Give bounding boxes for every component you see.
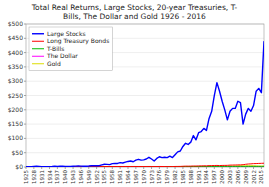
x-tick-label: 1928	[31, 170, 37, 184]
y-tick-label: $50	[12, 149, 24, 156]
x-tick-label: 1985	[180, 170, 186, 184]
x-tick-label: 1970	[141, 170, 147, 184]
legend-swatch	[32, 56, 44, 57]
y-tick-label: $0	[15, 163, 23, 170]
y-tick-label: $300	[8, 77, 23, 84]
grid-line	[26, 138, 264, 139]
x-tick-label: 1931	[39, 170, 45, 184]
x-tick-label: 1949	[86, 170, 92, 184]
y-tick-label: $150	[8, 120, 23, 127]
legend-swatch	[32, 41, 44, 42]
x-tick-label: 1973	[149, 170, 155, 184]
x-tick-label: 1988	[188, 170, 194, 184]
y-tick-label: $100	[8, 134, 23, 141]
x-tick-label: 1961	[117, 170, 123, 184]
y-tick-label: $450	[8, 34, 23, 41]
x-tick-label: 1955	[101, 170, 107, 184]
x-tick-label: 1982	[172, 170, 178, 184]
x-tick-label: 1925	[23, 170, 29, 184]
grid-line	[26, 95, 264, 96]
x-tick-label: 1979	[164, 170, 170, 184]
x-tick-label: 1958	[109, 170, 115, 184]
x-tick-label: 1943	[70, 170, 76, 184]
legend-swatch	[32, 48, 44, 49]
title: Total Real Returns, Large Stocks, 20-yea…	[31, 3, 238, 12]
x-tick-label: 1976	[156, 170, 162, 184]
plot-frame	[26, 24, 264, 167]
grid-line	[26, 124, 264, 125]
x-tick-label: 2015	[258, 170, 264, 184]
legend-swatch	[32, 33, 44, 34]
legend-swatch	[32, 63, 44, 64]
x-tick-label: 1967	[133, 170, 139, 184]
y-tick-label: $350	[8, 63, 23, 70]
x-tick-label: 2006	[235, 170, 241, 184]
x-tick-label: 1952	[94, 170, 100, 184]
x-tick-label: 2012	[251, 170, 257, 184]
grid	[26, 24, 264, 167]
x-tick-label: 1937	[54, 170, 60, 184]
legend-label: T-Bills	[46, 45, 64, 52]
legend-label: Gold	[47, 60, 61, 67]
y-tick-label: $400	[8, 49, 23, 56]
legend-label: The Dollar	[46, 52, 78, 59]
x-tick-label: 2003	[227, 170, 233, 184]
y-tick-label: $500	[8, 20, 23, 27]
x-tick-label: 1946	[78, 170, 84, 184]
x-tick-label: 2009	[243, 170, 249, 184]
x-tick-label: 1994	[203, 170, 209, 184]
title: Bills, The Dollar and Gold 1926 - 2016	[63, 12, 206, 21]
legend-box	[29, 27, 112, 71]
x-tick-label: 1964	[125, 170, 131, 184]
x-tick-label: 1991	[196, 170, 202, 184]
grid-line	[26, 109, 264, 110]
y-tick-label: $200	[8, 106, 23, 113]
x-tick-label: 2000	[219, 170, 225, 184]
legend: Large StocksLong Treasury BondsT-BillsTh…	[29, 27, 112, 71]
x-tick-label: 1997	[211, 170, 217, 184]
grid-line	[26, 152, 264, 153]
y-tick-label: $250	[8, 92, 23, 99]
x-tick-label: 1940	[62, 170, 68, 184]
x-tick-label: 1934	[47, 170, 53, 184]
grid-line	[26, 81, 264, 82]
chart: Total Real Returns, Large Stocks, 20-yea…	[0, 0, 269, 187]
